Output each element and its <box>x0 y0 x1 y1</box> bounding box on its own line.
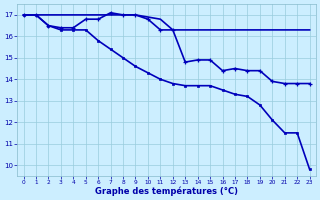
X-axis label: Graphe des températures (°C): Graphe des températures (°C) <box>95 186 238 196</box>
